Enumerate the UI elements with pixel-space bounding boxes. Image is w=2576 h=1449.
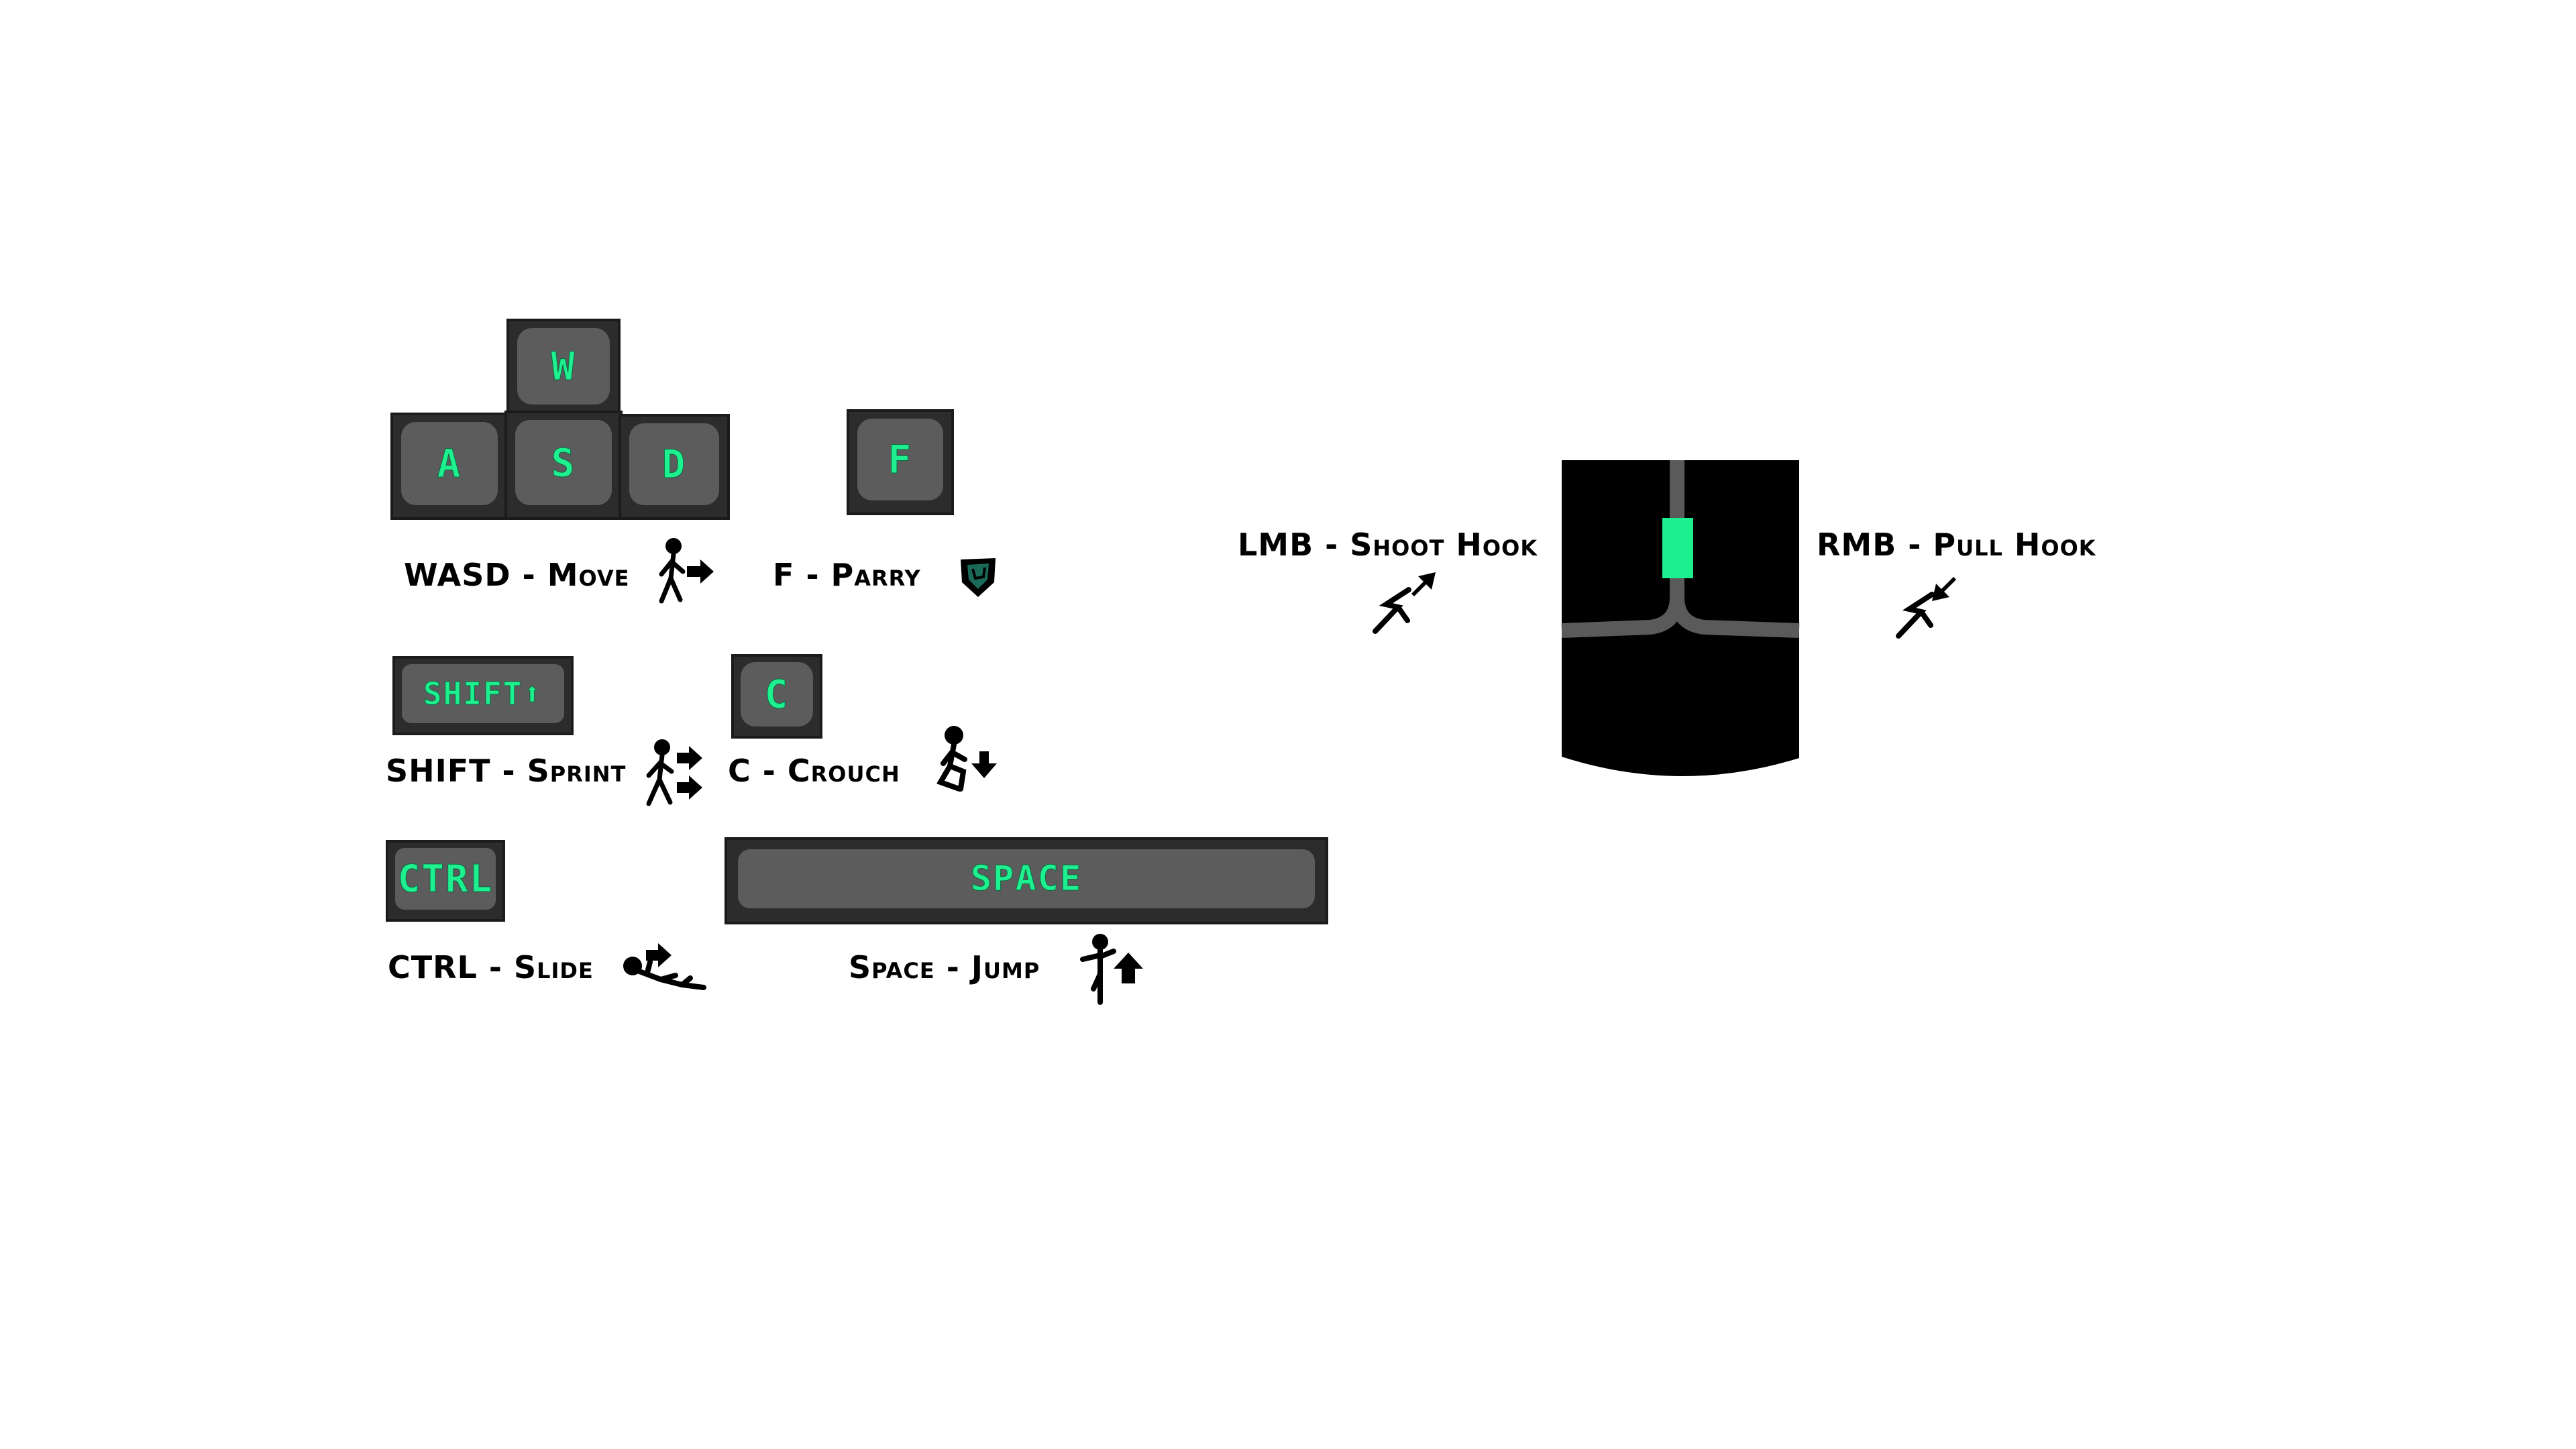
key-shift: SHIFT⬆ bbox=[392, 656, 574, 735]
slide-label: CTRL - Slide bbox=[388, 949, 594, 985]
key-c-label: C bbox=[764, 672, 790, 718]
key-c: C bbox=[731, 654, 822, 739]
walk-arrow-icon bbox=[659, 538, 714, 604]
mouse-diagram bbox=[1561, 460, 1800, 777]
key-f: F bbox=[847, 409, 954, 515]
key-f-label: F bbox=[888, 437, 913, 483]
mouse-wheel bbox=[1662, 518, 1693, 578]
crouch-arrow-icon bbox=[936, 726, 997, 792]
key-shift-label: SHIFT⬆ bbox=[423, 676, 543, 712]
run-arrows-icon bbox=[646, 739, 702, 806]
hook-shoot-icon bbox=[1373, 572, 1436, 634]
key-ctrl: CTRL bbox=[386, 840, 505, 922]
jump-arrow-icon bbox=[1080, 934, 1143, 1005]
key-s: S bbox=[504, 411, 623, 520]
jump-label: Space - Jump bbox=[849, 949, 1040, 985]
key-a: A bbox=[390, 413, 508, 520]
key-space-label: SPACE bbox=[970, 859, 1083, 900]
pull-hook-label: RMB - Pull Hook bbox=[1817, 527, 2096, 563]
key-d: D bbox=[619, 414, 730, 520]
key-d-label: D bbox=[661, 441, 687, 488]
crouch-label: C - Crouch bbox=[728, 753, 900, 789]
key-a-label: A bbox=[437, 441, 462, 487]
key-w-label: W bbox=[551, 343, 576, 390]
shoot-hook-label: LMB - Shoot Hook bbox=[1238, 527, 1538, 563]
key-ctrl-label: CTRL bbox=[397, 857, 494, 901]
slide-icon bbox=[623, 943, 706, 990]
parry-label: F - Parry bbox=[773, 557, 921, 593]
key-space: SPACE bbox=[724, 837, 1328, 924]
key-s-label: S bbox=[551, 439, 576, 486]
sprint-label: SHIFT - Sprint bbox=[386, 753, 627, 789]
hook-pull-icon bbox=[1896, 577, 1956, 639]
move-label: WASD - Move bbox=[404, 557, 630, 593]
key-w: W bbox=[506, 319, 621, 419]
shield-icon bbox=[961, 558, 996, 597]
